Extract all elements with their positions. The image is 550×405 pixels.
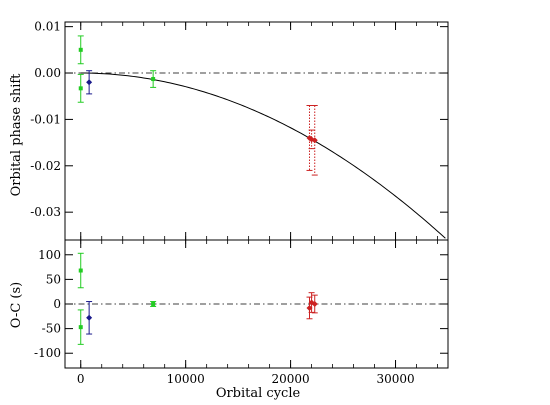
bottom-data-point (306, 304, 313, 311)
bottom-data-point (78, 268, 83, 273)
top-y-tick-label: 0.00 (34, 66, 61, 80)
model-curve (80, 72, 446, 239)
bottom-y-tick-label: 0 (53, 297, 61, 311)
bottom-data-point (311, 301, 318, 307)
top-y-tick-label: 0.01 (34, 20, 61, 34)
bottom-y-axis-label: O-C (s) (9, 282, 24, 328)
top-data-point (78, 47, 83, 52)
top-data-point (311, 137, 318, 144)
top-panel: 0.01 0.00 -0.01 -0.02 -0.03 (30, 20, 449, 241)
bottom-data-point (151, 302, 156, 306)
bottom-y-tick-label: -100 (34, 346, 61, 360)
x-tick-label: 10000 (167, 372, 205, 386)
top-y-tick-label: -0.03 (30, 205, 61, 219)
bottom-data-point (78, 325, 83, 330)
top-data-point (151, 77, 156, 82)
bottom-y-tick-label: 50 (46, 272, 61, 286)
top-y-axis-label: Orbital phase shift (9, 73, 24, 197)
top-data-point (78, 86, 83, 91)
top-data-point (86, 79, 93, 86)
x-tick-label: 0 (77, 372, 85, 386)
x-axis-label: Orbital cycle (216, 386, 301, 401)
top-plot-frame (64, 21, 449, 241)
bottom-y-tick-label: 100 (38, 248, 61, 262)
bottom-data-point (86, 314, 93, 321)
top-y-tick-label: -0.01 (30, 112, 61, 126)
top-y-tick-label: -0.02 (30, 159, 61, 173)
bottom-y-tick-label: -50 (42, 322, 61, 336)
bottom-panel: 100 50 0 -50 -100 0 10000 20000 30000 (34, 239, 449, 386)
x-tick-label: 30000 (376, 372, 414, 386)
x-tick-label: 20000 (272, 372, 310, 386)
